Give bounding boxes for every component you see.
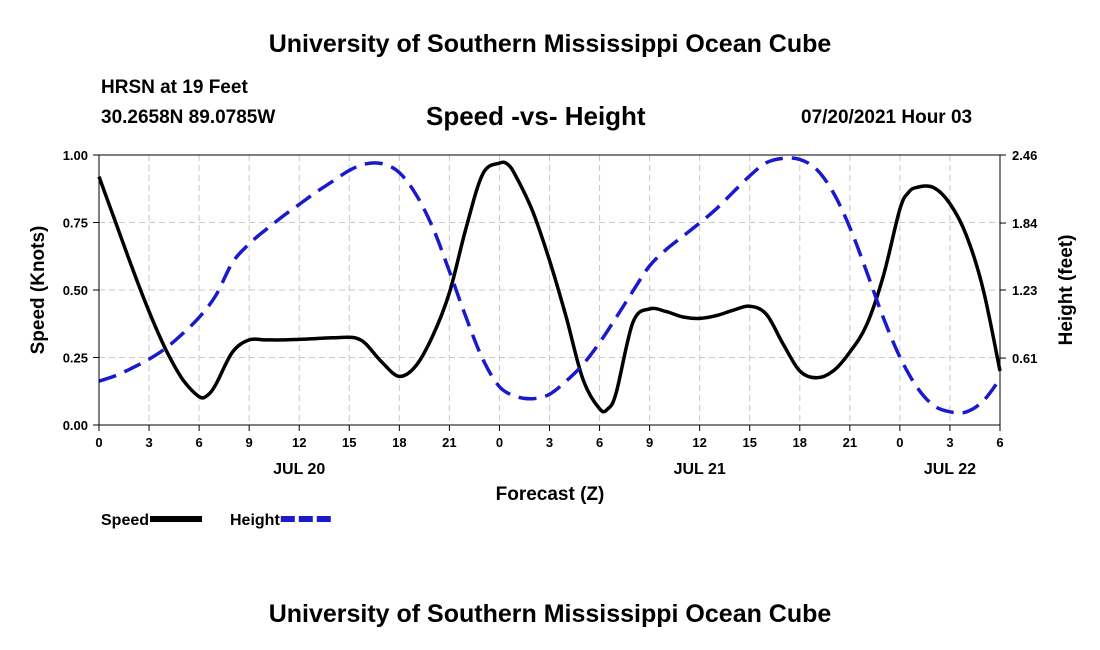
legend: Speed Height [101, 512, 333, 529]
x-tick-label: 6 [996, 435, 1003, 450]
x-tick-label: 21 [843, 435, 857, 450]
coordinates-label: 30.2658N 89.0785W [101, 107, 276, 128]
x-tick-label: 21 [442, 435, 456, 450]
y2-tick-label: 1.23 [1012, 283, 1037, 298]
y-tick-label: 0.50 [63, 283, 88, 298]
x-tick-label: 9 [646, 435, 653, 450]
x-tick-label: 0 [95, 435, 102, 450]
forecast-datetime: 07/20/2021 Hour 03 [801, 107, 973, 128]
x-tick-label: 12 [692, 435, 706, 450]
y2-tick-label: 0.61 [1012, 351, 1037, 366]
y-tick-label: 0.75 [63, 216, 88, 231]
x-tick-label: 3 [145, 435, 152, 450]
y-tick-label: 1.00 [63, 148, 88, 163]
y-tick-label: 0.00 [63, 418, 88, 433]
x-tick-label: 15 [342, 435, 356, 450]
x-tick-label: 18 [793, 435, 807, 450]
x-tick-label: 9 [246, 435, 253, 450]
x-tick-label: 0 [896, 435, 903, 450]
y-tick-label: 0.25 [63, 351, 88, 366]
series-lines [97, 156, 1002, 415]
axis-ticks [93, 154, 1006, 431]
speed-series-line [97, 160, 1002, 414]
y2-tick-label: 1.84 [1012, 216, 1038, 231]
y-axis-label: Speed (Knots) [28, 226, 49, 355]
footer-title: University of Southern Mississippi Ocean… [268, 600, 832, 628]
station-label: HRSN at 19 Feet [101, 77, 248, 98]
x-tick-label: 15 [742, 435, 756, 450]
y2-tick-label: 2.46 [1012, 148, 1037, 163]
date-label: JUL 20 [273, 461, 325, 478]
x-tick-label: 0 [496, 435, 503, 450]
x-tick-label: 6 [195, 435, 202, 450]
height-series-line [98, 156, 1002, 415]
grid-lines [99, 155, 1000, 425]
date-label: JUL 22 [924, 461, 976, 478]
legend-label: Height [230, 512, 280, 529]
x-tick-label: 3 [946, 435, 953, 450]
x-tick-label: 12 [292, 435, 306, 450]
page-title: University of Southern Mississippi Ocean… [268, 30, 832, 58]
axis-labels: 0 3 6 9 12 15 18 21 0 3 6 9 12 15 18 21 0 3 6 0.00 0.25 0.50 0… [63, 148, 1038, 478]
x-tick-label: 6 [596, 435, 603, 450]
x-tick-label: 18 [392, 435, 406, 450]
date-label: JUL 21 [674, 461, 726, 478]
legend-label: Speed [101, 512, 149, 529]
y2-axis-label: Height (feet) [1056, 235, 1077, 346]
x-axis-label: Forecast (Z) [496, 484, 605, 505]
chart-title: Speed -vs- Height [426, 101, 646, 131]
x-tick-label: 3 [546, 435, 553, 450]
